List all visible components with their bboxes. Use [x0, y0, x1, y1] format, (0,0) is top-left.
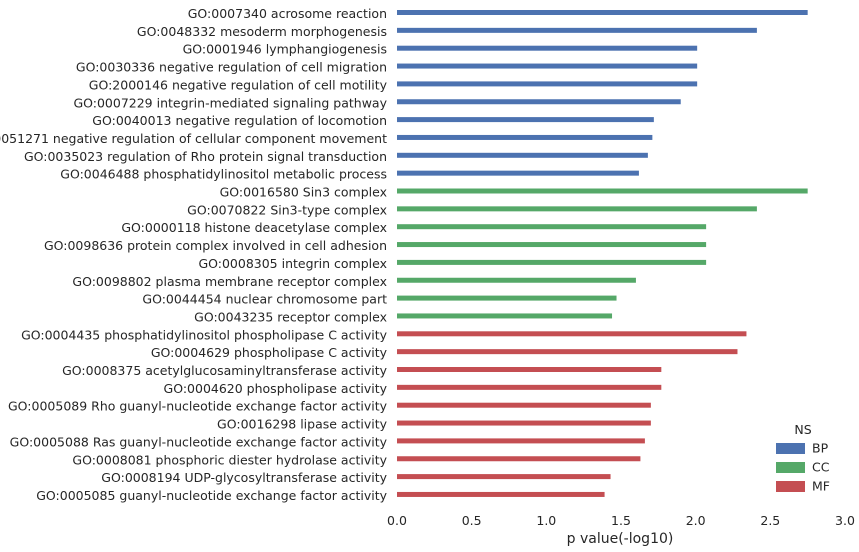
bar-mf	[397, 420, 651, 426]
category-label: GO:2000146 negative regulation of cell m…	[89, 77, 388, 92]
bar-cc	[397, 295, 617, 301]
category-label: GO:0005089 Rho guanyl-nucleotide exchang…	[8, 399, 388, 414]
category-label: GO:0046488 phosphatidylinositol metaboli…	[60, 167, 387, 182]
bar-cc	[397, 224, 707, 230]
x-axis-ticks: 0.0 0.5 1.0 1.5 2.0 2.5 3.0	[387, 513, 855, 528]
category-label: GO:0070822 Sin3-type complex	[187, 202, 387, 217]
x-tick-label: 1.5	[611, 513, 631, 528]
bar-bp	[397, 170, 639, 176]
bar-mf	[397, 474, 611, 480]
bars-group	[397, 10, 808, 497]
legend-swatch-bp	[776, 443, 805, 454]
category-label: GO:0030336 negative regulation of cell m…	[76, 60, 387, 75]
category-label: GO:0007229 integrin-mediated signaling p…	[73, 95, 387, 110]
category-label: GO:0008081 phosphoric diester hydrolase …	[72, 452, 387, 467]
category-label: GO:0004629 phospholipase C activity	[151, 345, 388, 360]
category-label: GO:0008375 acetylglucosaminyltransferase…	[62, 363, 387, 378]
x-tick-label: 2.0	[686, 513, 706, 528]
bar-bp	[397, 10, 808, 15]
legend: NS BP CC MF	[776, 422, 830, 494]
category-label: GO:0048332 mesoderm morphogenesis	[137, 24, 387, 39]
bar-cc	[397, 313, 613, 319]
category-label: GO:0000118 histone deacetylase complex	[121, 220, 387, 235]
legend-label-bp: BP	[812, 441, 829, 456]
bar-cc	[397, 206, 757, 212]
bar-bp	[397, 134, 653, 140]
bar-mf	[397, 438, 645, 444]
category-label: GO:0005085 guanyl-nucleotide exchange fa…	[36, 488, 387, 503]
bar-cc	[397, 259, 707, 265]
bar-mf	[397, 367, 662, 372]
bar-mf	[397, 331, 747, 337]
bar-bp	[397, 27, 757, 33]
category-label: GO:0008305 integrin complex	[198, 256, 387, 271]
bar-cc	[397, 242, 707, 248]
bar-mf	[397, 349, 738, 355]
category-label: GO:0016580 Sin3 complex	[220, 185, 387, 200]
bar-cc	[397, 277, 636, 283]
category-label: GO:0051271 negative regulation of cellul…	[0, 131, 387, 146]
legend-swatch-mf	[776, 481, 805, 492]
category-label: GO:0007340 acrosome reaction	[188, 6, 387, 21]
bar-bp	[397, 152, 648, 158]
x-tick-label: 1.0	[536, 513, 556, 528]
x-axis-title: p value(-log10)	[567, 531, 674, 547]
legend-label-cc: CC	[812, 460, 830, 475]
category-label: GO:0005088 Ras guanyl-nucleotide exchang…	[10, 434, 388, 449]
bar-bp	[397, 45, 698, 51]
legend-swatch-cc	[776, 462, 805, 473]
category-label: GO:0004620 phospholipase activity	[164, 381, 388, 396]
category-label: GO:0008194 UDP-glycosyltransferase activ…	[101, 470, 387, 485]
bar-bp	[397, 99, 681, 105]
bar-bp	[397, 81, 698, 87]
bar-bp	[397, 63, 698, 69]
category-label: GO:0004435 phosphatidylinositol phosphol…	[21, 327, 388, 342]
x-tick-label: 0.5	[462, 513, 482, 528]
x-tick-label: 2.5	[760, 513, 780, 528]
legend-entries: BP CC MF	[776, 441, 830, 494]
category-labels: GO:0007340 acrosome reaction GO:0048332 m…	[0, 6, 388, 503]
x-tick-label: 0.0	[387, 513, 407, 528]
bar-bp	[397, 117, 654, 123]
bar-mf	[397, 402, 651, 408]
bar-mf	[397, 384, 662, 390]
category-label: GO:0040013 negative regulation of locomo…	[92, 113, 387, 128]
bar-cc	[397, 188, 808, 194]
x-tick-label: 3.0	[835, 513, 855, 528]
legend-title: NS	[794, 422, 811, 437]
category-label: GO:0043235 receptor complex	[194, 309, 387, 324]
category-label: GO:0044454 nuclear chromosome part	[142, 292, 387, 307]
legend-label-mf: MF	[812, 479, 830, 494]
category-label: GO:0035023 regulation of Rho protein sig…	[24, 149, 387, 164]
category-label: GO:0098636 protein complex involved in c…	[44, 238, 387, 253]
category-label: GO:0098802 plasma membrane receptor comp…	[72, 274, 387, 289]
category-label: GO:0001946 lymphangiogenesis	[183, 42, 387, 57]
category-label: GO:0016298 lipase activity	[217, 417, 388, 432]
bar-mf	[397, 456, 641, 462]
bar-mf	[397, 491, 605, 497]
